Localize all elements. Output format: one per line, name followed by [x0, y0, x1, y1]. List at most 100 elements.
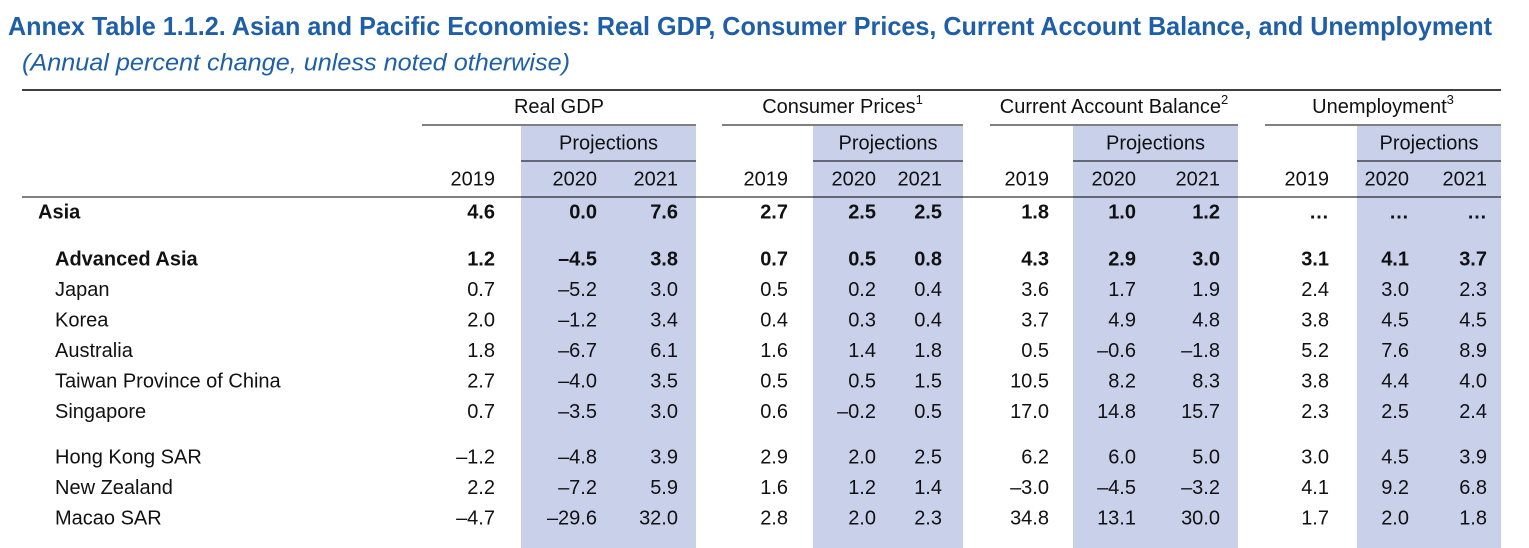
cell-value: 1.0 [1108, 201, 1136, 223]
cell-value: 2.0 [848, 507, 876, 529]
cell-value: –0.2 [837, 401, 876, 423]
cell-value: 2.0 [467, 309, 495, 331]
cell-value: 4.3 [1021, 248, 1049, 270]
year-header: 2021 [898, 168, 943, 190]
cell-value: 2.3 [1459, 279, 1487, 301]
cell-value: 0.8 [914, 248, 942, 270]
cell-value: –4.5 [558, 248, 597, 270]
cell-value: 13.1 [1097, 507, 1136, 529]
cell-value: 1.5 [914, 370, 942, 392]
cell-value: 3.8 [650, 248, 678, 270]
cell-value: 3.0 [650, 279, 678, 301]
cell-value: 2.8 [760, 507, 788, 529]
projections-label: Projections [839, 132, 938, 154]
cell-value: 1.6 [760, 340, 788, 362]
projections-label: Projections [559, 132, 658, 154]
footnote-mark: 1 [916, 92, 923, 107]
cell-value: 6.0 [1108, 446, 1136, 468]
cell-value: 3.0 [1381, 279, 1409, 301]
group-name: Current Account Balance [1000, 96, 1221, 118]
cell-value: 14.8 [1097, 401, 1136, 423]
cell-value: 3.7 [1459, 248, 1487, 270]
cell-value: 3.4 [650, 309, 678, 331]
cell-value: 0.4 [914, 309, 942, 331]
cell-value: –1.2 [558, 309, 597, 331]
cell-value: 0.5 [914, 401, 942, 423]
cell-value: 2.3 [1301, 401, 1329, 423]
cell-value: 2.4 [1301, 279, 1329, 301]
cell-value: 8.9 [1459, 340, 1487, 362]
cell-value: 4.1 [1301, 477, 1329, 499]
cell-value: 1.4 [914, 477, 942, 499]
group-header: Unemployment3 [1312, 92, 1454, 118]
cell-value: 0.3 [848, 309, 876, 331]
cell-value: 3.1 [1301, 248, 1329, 270]
cell-value: 6.2 [1021, 446, 1049, 468]
cell-value: 2.4 [1459, 401, 1487, 423]
cell-value: –1.2 [456, 446, 495, 468]
cell-value: 3.8 [1301, 370, 1329, 392]
year-header: 2020 [553, 168, 598, 190]
cell-value: 4.8 [1192, 309, 1220, 331]
year-header: 2020 [832, 168, 877, 190]
cell-value: –4.7 [456, 507, 495, 529]
cell-value: 0.5 [760, 279, 788, 301]
cell-value: 4.9 [1108, 309, 1136, 331]
cell-value: 0.5 [848, 248, 876, 270]
cell-value: 1.8 [1021, 201, 1049, 223]
table-subtitle: (Annual percent change, unless noted oth… [22, 49, 570, 76]
projection-band [521, 126, 696, 548]
cell-value: 1.8 [467, 340, 495, 362]
cell-value: 3.5 [650, 370, 678, 392]
cell-value: 2.9 [760, 446, 788, 468]
group-name: Unemployment [1312, 96, 1447, 118]
cell-value: 0.7 [467, 279, 495, 301]
cell-value: 3.6 [1021, 279, 1049, 301]
cell-value: –3.2 [1181, 477, 1220, 499]
cell-value: 4.4 [1381, 370, 1409, 392]
cell-value: 32.0 [639, 507, 678, 529]
row-label: Advanced Asia [55, 248, 199, 270]
year-header: 2021 [1443, 168, 1488, 190]
cell-value: 6.1 [650, 340, 678, 362]
projections-label: Projections [1106, 132, 1205, 154]
cell-value: 3.0 [1301, 446, 1329, 468]
cell-value: 15.7 [1181, 401, 1220, 423]
year-header: 2021 [1176, 168, 1221, 190]
cell-value: –4.8 [558, 446, 597, 468]
cell-value: –6.7 [558, 340, 597, 362]
group-name: Consumer Prices [762, 96, 915, 118]
cell-value: 2.5 [1381, 401, 1409, 423]
cell-value: 1.2 [848, 477, 876, 499]
row-label: New Zealand [55, 477, 173, 499]
cell-value: 2.5 [848, 201, 876, 223]
cell-value: 1.9 [1192, 279, 1220, 301]
cell-value: 1.2 [1192, 201, 1220, 223]
projection-band [813, 126, 963, 548]
cell-value: 2.9 [1108, 248, 1136, 270]
cell-value: 5.0 [1192, 446, 1220, 468]
cell-value: 2.7 [760, 201, 788, 223]
cell-value: 4.5 [1381, 446, 1409, 468]
year-header: 2020 [1365, 168, 1410, 190]
cell-value: 4.5 [1459, 309, 1487, 331]
cell-value: 9.2 [1381, 477, 1409, 499]
cell-value: 5.2 [1301, 340, 1329, 362]
cell-value: 3.0 [1192, 248, 1220, 270]
cell-value: 34.8 [1010, 507, 1049, 529]
cell-value: –4.0 [558, 370, 597, 392]
cell-value: 6.8 [1459, 477, 1487, 499]
cell-value: 7.6 [650, 201, 678, 223]
year-header: 2019 [744, 168, 789, 190]
cell-value: … [1389, 201, 1409, 223]
cell-value: 0.4 [760, 309, 788, 331]
row-label: Asia [38, 201, 81, 223]
cell-value: –0.6 [1097, 340, 1136, 362]
projections-label: Projections [1380, 132, 1479, 154]
cell-value: 17.0 [1010, 401, 1049, 423]
cell-value: 3.8 [1301, 309, 1329, 331]
cell-value: 2.7 [467, 370, 495, 392]
cell-value: 0.2 [848, 279, 876, 301]
row-label: Korea [55, 309, 109, 331]
